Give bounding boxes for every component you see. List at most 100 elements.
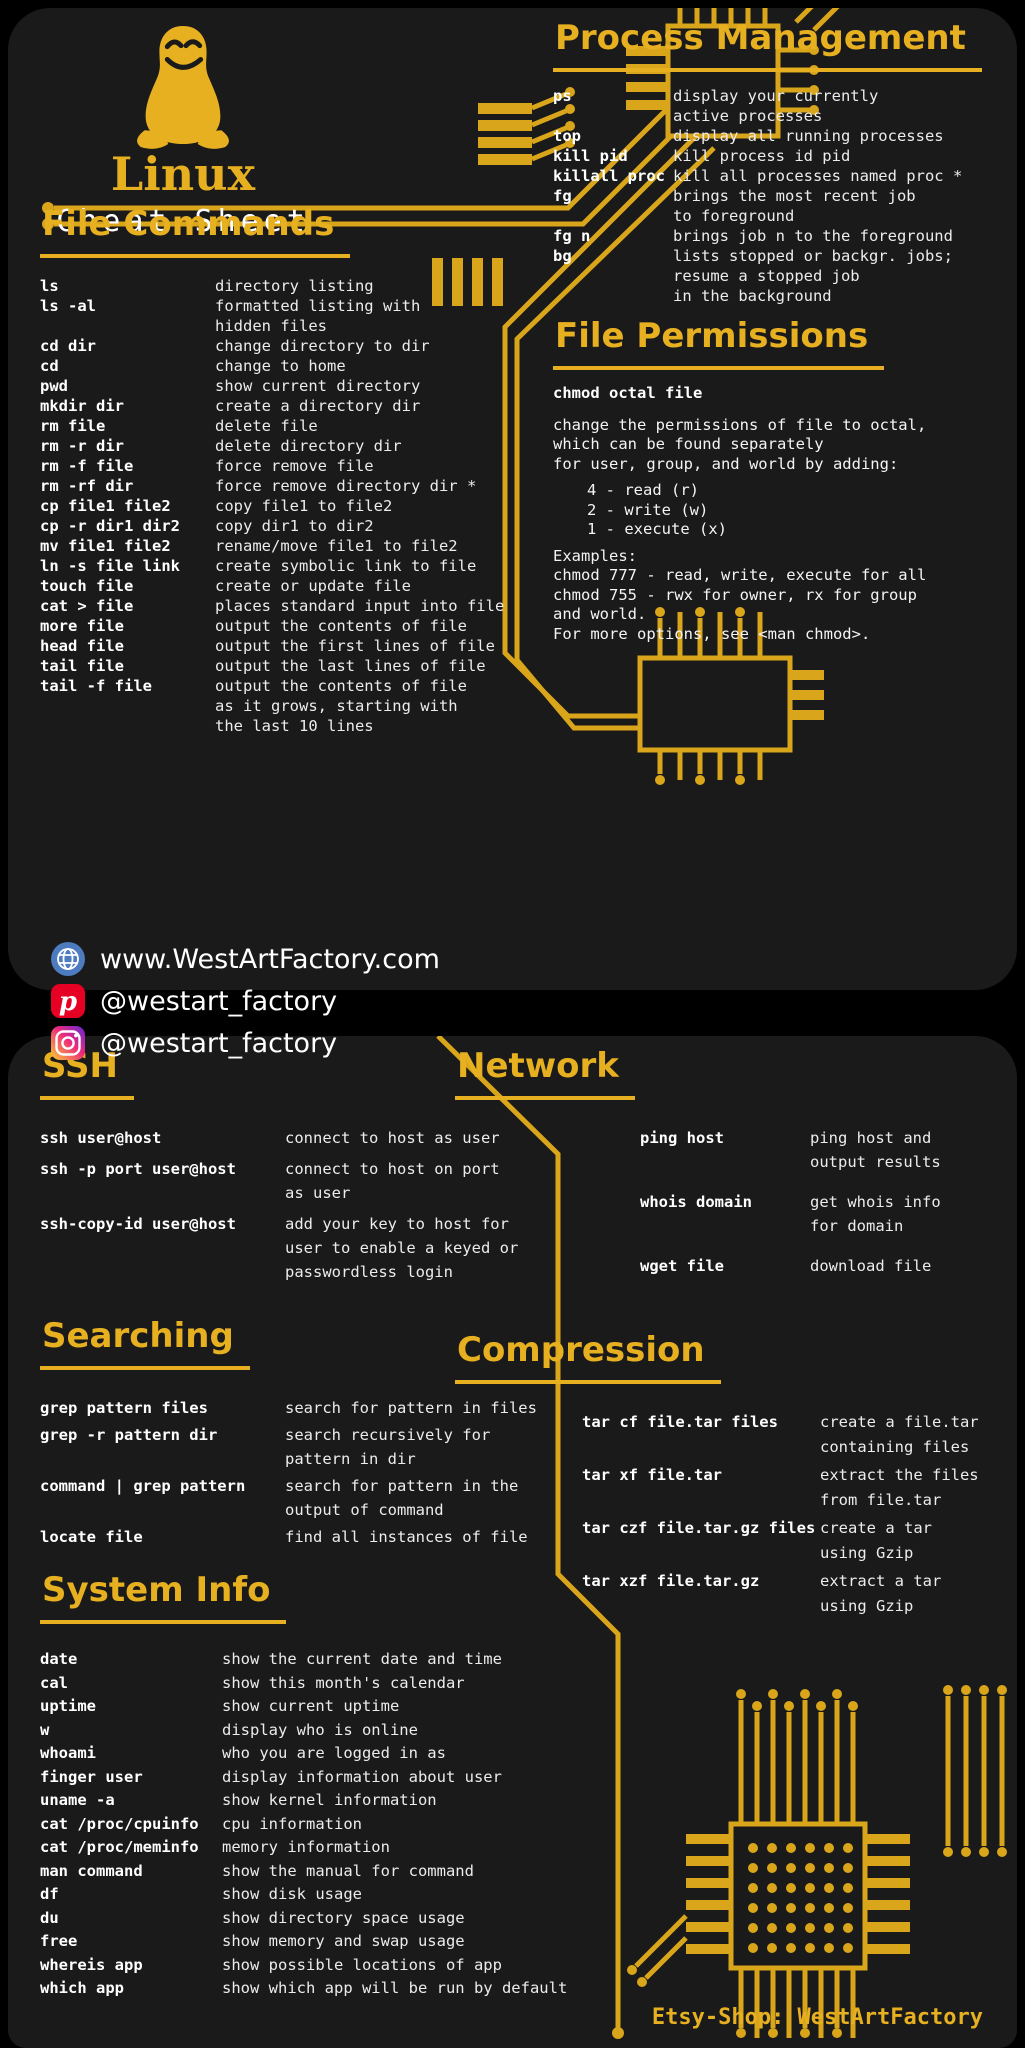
command-row: cp file1 file2 copy file1 to file2 (40, 496, 510, 516)
command-description: create symbolic link to file (215, 557, 477, 576)
section-ssh: SSH ssh user@host connect to host as user… (40, 1047, 540, 1291)
pinterest-handle: @westart_factory (100, 985, 338, 1017)
command-description: output the last lines of file (215, 657, 486, 676)
command: grep pattern files (40, 1399, 208, 1418)
command-row: ssh-copy-id user@host add your key to hos… (40, 1212, 540, 1284)
command: cd dir (40, 337, 96, 356)
command: ls (40, 277, 59, 296)
permissions-line: change the permissions of file to octal,… (553, 415, 927, 473)
command-description: ping host and output results (810, 1129, 941, 1172)
cheatsheet-top-card: Linux Cheat Sheet File Commands ls direct… (8, 8, 1017, 990)
command-row: ls directory listing (40, 276, 510, 296)
command-row: grep pattern files search for pattern in … (40, 1396, 540, 1420)
command-description: force remove file (215, 457, 374, 476)
command: mv file1 file2 (40, 537, 171, 556)
command-description: search for pattern in the output of comm… (285, 1477, 519, 1520)
command-row: touch file create or update file (40, 576, 510, 596)
command-row: ping host ping host and output results (640, 1126, 1005, 1174)
command-row: cd change to home (40, 356, 510, 376)
command-row: killall proc kill all processes named pro… (553, 166, 1009, 186)
pinterest-link[interactable]: p @westart_factory (50, 980, 440, 1022)
command-description: show this month's calendar (222, 1673, 465, 1692)
command-description: change directory to dir (215, 337, 430, 356)
command: touch file (40, 577, 134, 596)
command-row: man command show the manual for command (40, 1860, 600, 1884)
command-row: date show the current date and time (40, 1648, 600, 1672)
command: uptime (40, 1697, 96, 1716)
section-title: Compression (455, 1331, 721, 1385)
command-description: create a file.tar containing files (820, 1413, 979, 1457)
command: rm file (40, 417, 106, 436)
instagram-icon (51, 1026, 85, 1060)
command-list: tar cf file.tar files create a file.tar c… (582, 1410, 1005, 1619)
command-row: wget file download file (640, 1254, 1005, 1278)
command-description: create a directory dir (215, 397, 421, 416)
permissions-line: 4 - read (r) 2 - write (w) 1 - execute (… (587, 481, 727, 539)
command: more file (40, 617, 124, 636)
command-row: bg lists stopped or backgr. jobs; resume … (553, 246, 1009, 306)
command: rm -f file (40, 457, 134, 476)
command-description: connect to host as user (285, 1129, 500, 1148)
command: grep -r pattern dir (40, 1426, 218, 1445)
command: uname -a (40, 1791, 115, 1810)
command-description: who you are logged in as (222, 1744, 446, 1763)
command-description: directory listing (215, 277, 374, 296)
command-description: search recursively for pattern in dir (285, 1426, 491, 1469)
command-description: brings job n to the foreground (673, 227, 953, 246)
command-row: kill pid kill process id pid (553, 146, 1009, 166)
command: mkdir dir (40, 397, 124, 416)
command-description: lists stopped or backgr. jobs; resume a … (673, 247, 953, 306)
command-row: fg n brings job n to the foreground (553, 226, 1009, 246)
tux-penguin-icon (137, 26, 229, 149)
command-row: w display who is online (40, 1719, 600, 1743)
command-description: rename/move file1 to file2 (215, 537, 458, 556)
command-row: whoami who you are logged in as (40, 1742, 600, 1766)
command-description: output the contents of file as it grows,… (215, 677, 467, 736)
command-row: cd dir change directory to dir (40, 336, 510, 356)
command-row: rm -r dir delete directory dir (40, 436, 510, 456)
command: ssh -p port user@host (40, 1160, 236, 1179)
command: whereis app (40, 1955, 143, 1974)
command-list: ping host ping host and output results who… (640, 1126, 1005, 1278)
section-system-info: System Info date show the current date an… (40, 1571, 600, 2001)
command-description: cpu information (222, 1814, 362, 1833)
command-row: ln -s file link create symbolic link to f… (40, 556, 510, 576)
section-compression: Compression tar cf file.tar files create … (455, 1331, 1005, 1622)
section-network: Network ping host ping host and output re… (455, 1047, 1005, 1294)
command-description: show current uptime (222, 1697, 400, 1716)
command-description: change to home (215, 357, 346, 376)
command: free (40, 1932, 78, 1951)
command: whois domain (640, 1193, 752, 1212)
command: ping host (640, 1129, 724, 1148)
command-row: pwd show current directory (40, 376, 510, 396)
command-row: df show disk usage (40, 1883, 600, 1907)
command-description: create or update file (215, 577, 411, 596)
command-description: kill all processes named proc * (673, 167, 963, 186)
command-description: display your currently active processes (673, 87, 879, 126)
command-description: places standard input into file (215, 597, 505, 616)
command-description: show the current date and time (222, 1650, 502, 1669)
brand-logo: Linux Cheat Sheet (38, 22, 328, 239)
command-row: locate file find all instances of file (40, 1525, 540, 1549)
command: cal (40, 1673, 68, 1692)
website-link[interactable]: www.WestArtFactory.com (50, 938, 440, 980)
command-row: grep -r pattern dir search recursively fo… (40, 1423, 540, 1471)
command-row: tar cf file.tar files create a file.tar c… (582, 1410, 1005, 1460)
command: df (40, 1885, 59, 1904)
command: tar cf file.tar files (582, 1413, 778, 1432)
instagram-link[interactable]: @westart_factory (50, 1022, 440, 1064)
command-description: show directory space usage (222, 1908, 465, 1927)
cheatsheet-bottom-card: SSH ssh user@host connect to host as user… (8, 1036, 1017, 2048)
social-links: www.WestArtFactory.com p @westart_factor… (50, 938, 440, 1064)
command-row: free show memory and swap usage (40, 1930, 600, 1954)
command-description: show possible locations of app (222, 1955, 502, 1974)
command-row: uname -a show kernel information (40, 1789, 600, 1813)
command-row: tar czf file.tar.gz files create a tar us… (582, 1516, 1005, 1566)
section-title: File Permissions (553, 317, 885, 371)
command-list: date show the current date and time cal sho… (40, 1648, 600, 2001)
command: tail -f file (40, 677, 152, 696)
command-description: add your key to host for user to enable … (285, 1215, 519, 1282)
section-title: System Info (40, 1571, 287, 1625)
command-row: cat /proc/cpuinfo cpu information (40, 1813, 600, 1837)
command: which app (40, 1979, 124, 1998)
